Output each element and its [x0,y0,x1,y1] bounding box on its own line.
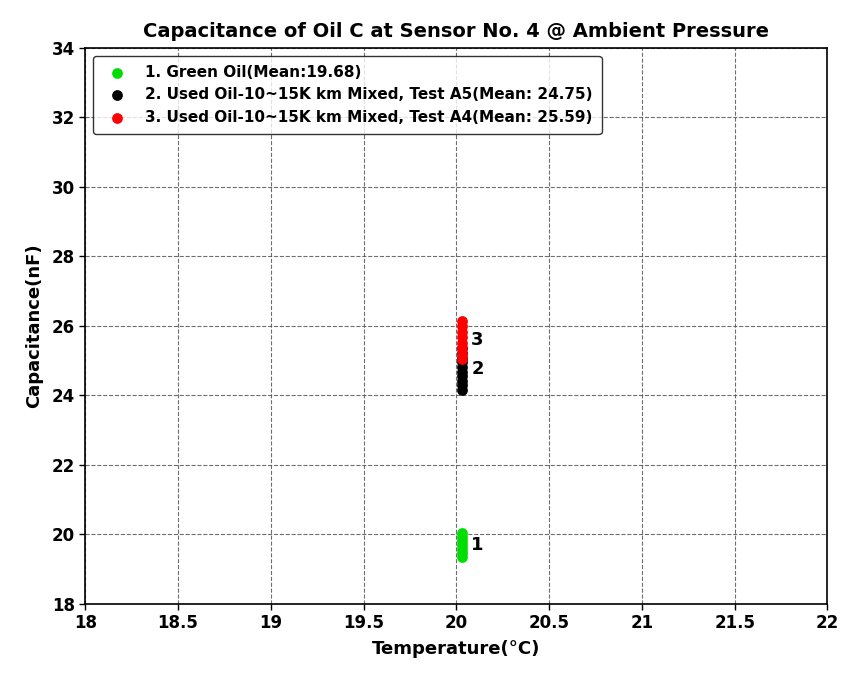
2. Used Oil-10~15K km Mixed, Test A5(Mean: 24.75): (20, 24.3): 24.75): (20, 24.3) [455,380,469,391]
Text: 2: 2 [470,360,483,378]
Text: 3: 3 [470,331,483,349]
3. Used Oil-10~15K km Mixed, Test A4(Mean: 25.59): (20, 25.8): 25.59): (20, 25.8) [455,327,469,338]
2. Used Oil-10~15K km Mixed, Test A5(Mean: 24.75): (20, 25.1): 24.75): (20, 25.1) [455,352,469,363]
3. Used Oil-10~15K km Mixed, Test A4(Mean: 25.59): (20, 26.1): 25.59): (20, 26.1) [455,316,469,327]
1. Green Oil(Mean:19.68) [455,552,469,563]
3. Used Oil-10~15K km Mixed, Test A4(Mean: 25.59): (20, 25.7): 25.59): (20, 25.7) [455,332,469,343]
1. Green Oil(Mean:19.68) [455,536,469,547]
2. Used Oil-10~15K km Mixed, Test A5(Mean: 24.75): (20, 25.4): 24.75): (20, 25.4) [455,343,469,354]
Y-axis label: Capacitance(nF): Capacitance(nF) [26,244,43,408]
2. Used Oil-10~15K km Mixed, Test A5(Mean: 24.75): (20, 25.2): 24.75): (20, 25.2) [455,348,469,359]
X-axis label: Temperature(°C): Temperature(°C) [371,641,540,659]
1. Green Oil(Mean:19.68) [455,528,469,539]
2. Used Oil-10~15K km Mixed, Test A5(Mean: 24.75): (20, 24.8): 24.75): (20, 24.8) [455,362,469,372]
3. Used Oil-10~15K km Mixed, Test A4(Mean: 25.59): (20, 25.5): 25.59): (20, 25.5) [455,338,469,348]
1. Green Oil(Mean:19.68) [455,544,469,555]
Legend: 1. Green Oil(Mean:19.68), 2. Used Oil-10~15K km Mixed, Test A5(Mean: 24.75), 3. : 1. Green Oil(Mean:19.68), 2. Used Oil-10… [93,56,601,134]
2. Used Oil-10~15K km Mixed, Test A5(Mean: 24.75): (20, 24.1): 24.75): (20, 24.1) [455,385,469,396]
3. Used Oil-10~15K km Mixed, Test A4(Mean: 25.59): (20, 25.4): 25.59): (20, 25.4) [455,343,469,354]
2. Used Oil-10~15K km Mixed, Test A5(Mean: 24.75): (20, 24.4): 24.75): (20, 24.4) [455,375,469,386]
Text: 1: 1 [470,536,483,554]
3. Used Oil-10~15K km Mixed, Test A4(Mean: 25.59): (20, 25.2): 25.59): (20, 25.2) [455,348,469,359]
3. Used Oil-10~15K km Mixed, Test A4(Mean: 25.59): (20, 25): 25.59): (20, 25) [455,354,469,365]
1. Green Oil(Mean:19.68) [455,540,469,551]
2. Used Oil-10~15K km Mixed, Test A5(Mean: 24.75): (20, 24.9): 24.75): (20, 24.9) [455,357,469,368]
2. Used Oil-10~15K km Mixed, Test A5(Mean: 24.75): (20, 24.6): 24.75): (20, 24.6) [455,370,469,381]
1. Green Oil(Mean:19.68) [455,548,469,559]
Title: Capacitance of Oil C at Sensor No. 4 @ Ambient Pressure: Capacitance of Oil C at Sensor No. 4 @ A… [143,22,769,41]
2. Used Oil-10~15K km Mixed, Test A5(Mean: 24.75): (20, 24.7): 24.75): (20, 24.7) [455,366,469,377]
1. Green Oil(Mean:19.68) [455,532,469,543]
3. Used Oil-10~15K km Mixed, Test A4(Mean: 25.59): (20, 26): 25.59): (20, 26) [455,321,469,332]
